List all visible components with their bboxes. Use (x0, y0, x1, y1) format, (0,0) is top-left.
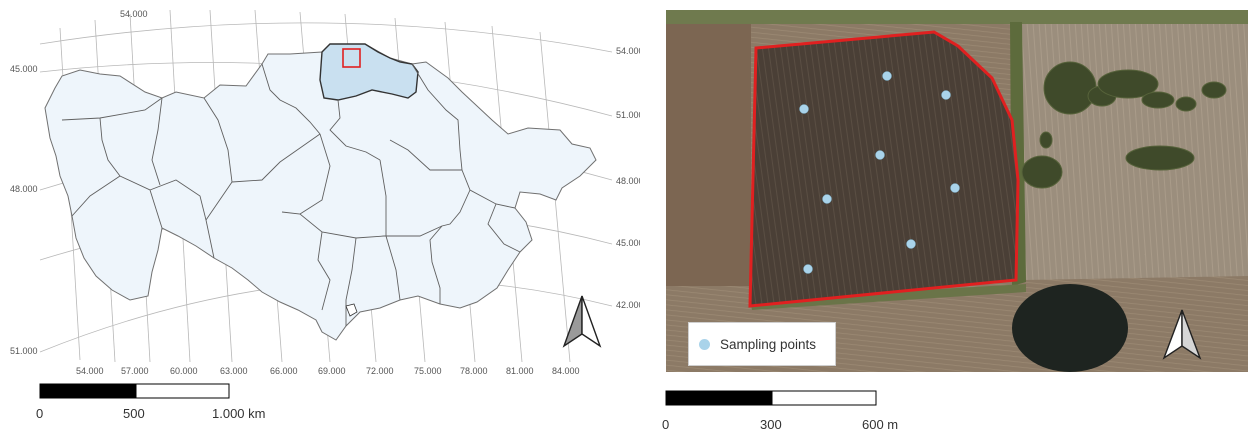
imagery-top-strip (666, 10, 1248, 24)
highlighted-region (319, 43, 419, 101)
scalebar-label: 600 m (862, 417, 899, 432)
sampling-point (822, 194, 832, 204)
field-boundary (748, 30, 1020, 308)
north-arrow-icon (1162, 309, 1202, 360)
left-label: 51.000 (10, 346, 38, 356)
sampling-point (882, 71, 892, 81)
city-enclave (345, 303, 358, 317)
right-label: 45.000 (616, 238, 640, 248)
right-label: 51.000 (616, 110, 640, 120)
scalebar-label: 300 (760, 417, 782, 432)
scalebar-label: 500 (123, 406, 145, 421)
bottom-label: 60.000 (170, 366, 198, 376)
scalebar (665, 390, 877, 406)
kazakhstan-outline (44, 43, 597, 341)
study-area-box (342, 48, 361, 68)
left-label: 48.000 (10, 184, 38, 194)
sampling-point (950, 183, 960, 193)
tree-clumps (1021, 61, 1227, 189)
bottom-label: 54.000 (76, 366, 104, 376)
bottom-label: 69.000 (318, 366, 346, 376)
right-label: 54.000 (616, 46, 640, 56)
left-label: 45.000 (10, 64, 38, 74)
scalebar-label: 1.000 km (212, 406, 266, 421)
sampling-point (906, 239, 916, 249)
overview-map: 54.000 45.000 48.000 51.000 54.000 51.00… (10, 9, 644, 421)
bottom-label: 66.000 (270, 366, 298, 376)
sampling-point (875, 150, 885, 160)
scalebar-label: 0 (36, 406, 44, 421)
north-arrow-icon (562, 295, 602, 348)
bottom-label: 63.000 (220, 366, 248, 376)
bottom-label: 75.000 (414, 366, 442, 376)
sampling-points (799, 71, 960, 274)
scalebar-label: 0 (662, 417, 670, 432)
bottom-label: 84.000 (552, 366, 580, 376)
legend: Sampling points (688, 322, 836, 366)
sampling-point (941, 90, 951, 100)
pond (1012, 284, 1128, 372)
field-map: 0 300 600 m (640, 0, 1248, 436)
bottom-label: 72.000 (366, 366, 394, 376)
legend-label: Sampling points (720, 336, 817, 352)
region-boundaries (61, 63, 521, 326)
sampling-point (803, 264, 813, 274)
graticule-labels: 54.000 45.000 48.000 51.000 54.000 51.00… (10, 9, 644, 376)
bottom-label: 81.000 (506, 366, 534, 376)
scalebar (39, 383, 230, 399)
right-label: 48.000 (616, 176, 640, 186)
top-label: 54.000 (120, 9, 148, 19)
sampling-point (799, 104, 809, 114)
bottom-label: 57.000 (121, 366, 149, 376)
sampling-point-legend-icon (699, 338, 710, 350)
bottom-label: 78.000 (460, 366, 488, 376)
right-label: 42.000 (616, 300, 640, 310)
